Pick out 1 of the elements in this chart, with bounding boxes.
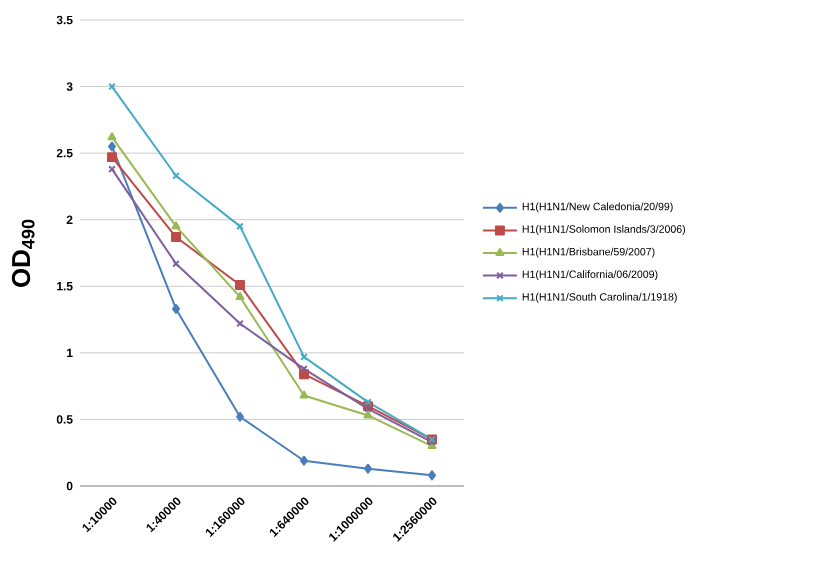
y-axis-title: OD$_{490}$ [11, 219, 35, 287]
